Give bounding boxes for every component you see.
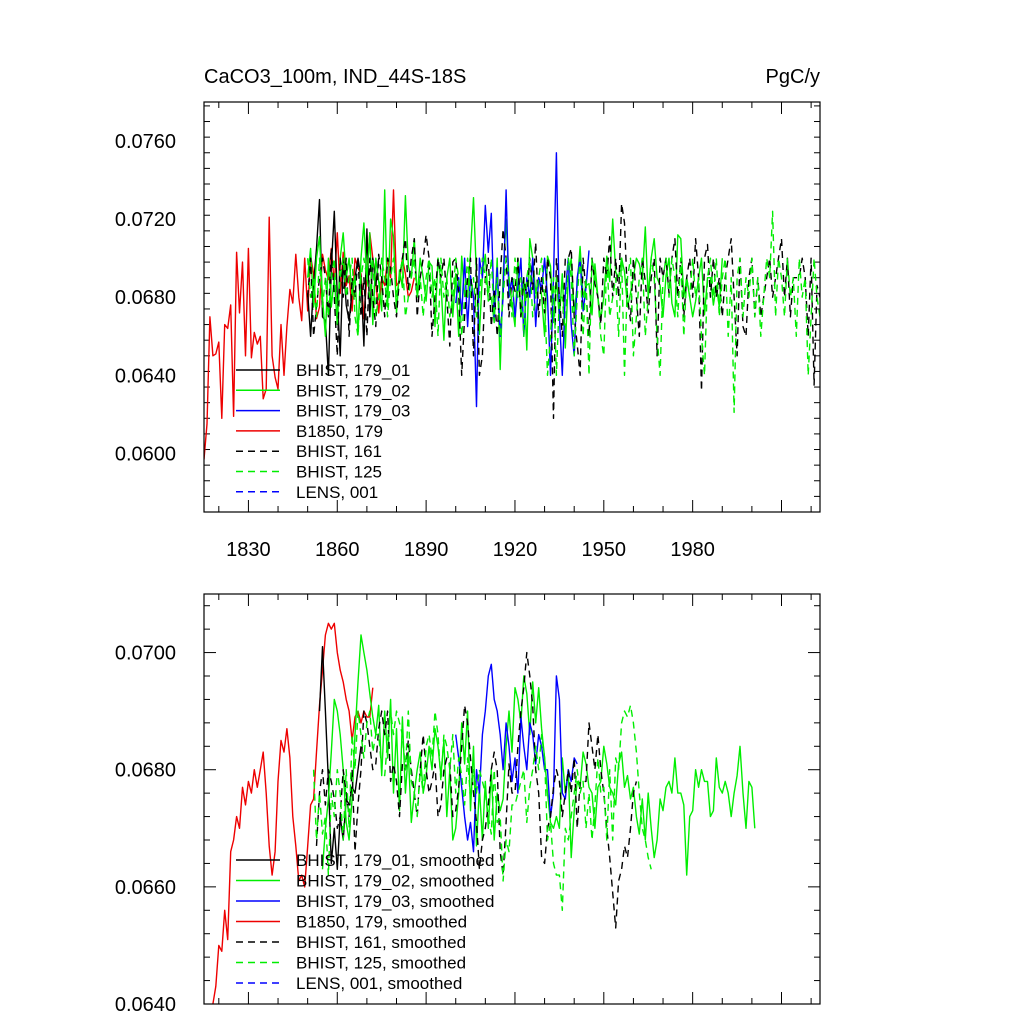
top-panel: 0.0600 0.0640 0.0680 0.0720 0.0760 1830 1860 18… <box>115 101 821 561</box>
chart-title: CaCO3_100m, IND_44S-18S <box>204 66 466 88</box>
x-tick-label: 1950 <box>582 539 627 561</box>
x-tick-label: 1920 <box>493 539 538 561</box>
legend-label: BHIST, 125, smoothed <box>296 954 466 973</box>
y-tick-label: 0.0720 <box>115 209 176 231</box>
y-tick-label: 0.0660 <box>115 877 176 899</box>
legend-label: LENS, 001 <box>296 483 378 502</box>
legend-label: BHIST, 179_01 <box>296 361 410 380</box>
y-tick-label: 0.0600 <box>115 443 176 465</box>
y-tick-label: 0.0680 <box>115 287 176 309</box>
legend-label: BHIST, 179_03 <box>296 402 410 421</box>
series-line <box>312 704 652 911</box>
y-tick-label: 0.0680 <box>115 760 176 782</box>
y-tick-label: 0.0640 <box>115 365 176 387</box>
x-tick-label: 1860 <box>315 539 360 561</box>
series-line <box>212 622 374 1004</box>
series-line <box>307 202 820 419</box>
legend-label: B1850, 179, smoothed <box>296 913 467 932</box>
legend-label: BHIST, 179_02 <box>296 381 410 400</box>
x-tick-label: 1830 <box>226 539 271 561</box>
bottom-panel: 0.0640 0.0660 0.0680 0.0700 BHIST, 179_01, s… <box>115 593 821 1016</box>
series-line <box>307 198 380 376</box>
series-line <box>315 651 638 929</box>
legend-label: BHIST, 161 <box>296 442 382 461</box>
legend-label: BHIST, 179_03, smoothed <box>296 892 494 911</box>
series-line <box>455 152 590 408</box>
x-tick-label: 1890 <box>404 539 449 561</box>
legend-label: BHIST, 179_02, smoothed <box>296 872 494 891</box>
legend-label: BHIST, 161, smoothed <box>296 933 466 952</box>
y-tick-label: 0.0760 <box>115 131 176 153</box>
legend-label: BHIST, 179_01, smoothed <box>296 851 494 870</box>
series-group <box>212 622 756 1004</box>
y-tick-label: 0.0640 <box>115 994 176 1016</box>
legend-label: BHIST, 125 <box>296 463 382 482</box>
plot-frame <box>203 101 821 513</box>
series-line <box>321 634 756 876</box>
legend-label: LENS, 001, smoothed <box>296 974 462 993</box>
series-line <box>307 189 723 371</box>
y-tick-label: 0.0700 <box>115 643 176 665</box>
x-tick-label: 1980 <box>670 539 715 561</box>
legend-label: B1850, 179 <box>296 422 383 441</box>
chart-units: PgC/y <box>766 66 820 88</box>
series-group <box>204 152 820 460</box>
plot-frame <box>203 593 821 1005</box>
